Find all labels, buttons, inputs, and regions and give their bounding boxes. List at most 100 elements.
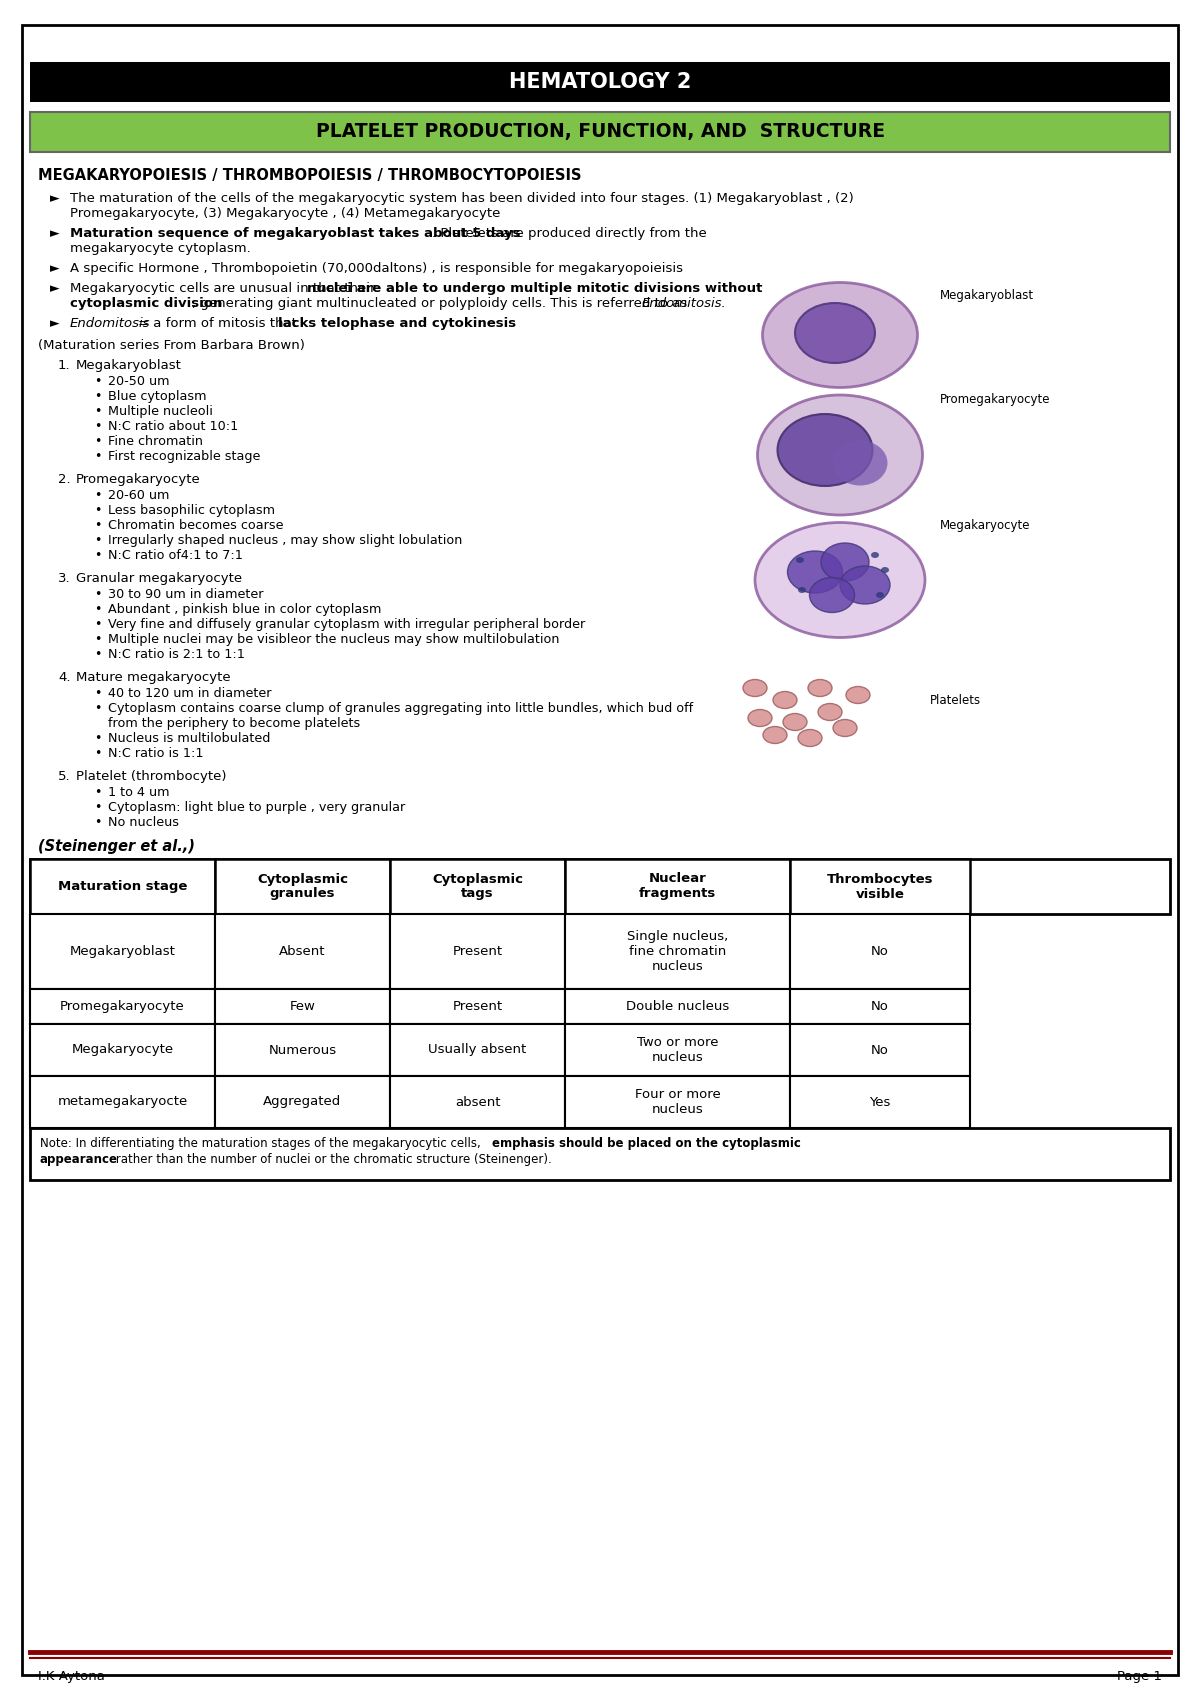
Text: N:C ratio is 1:1: N:C ratio is 1:1 [108,747,204,760]
Text: Single nucleus,
fine chromatin
nucleus: Single nucleus, fine chromatin nucleus [626,930,728,972]
Text: First recognizable stage: First recognizable stage [108,450,260,463]
Bar [30,859,1170,915]
Bar [390,1076,565,1129]
Text: Fine chromatin: Fine chromatin [108,434,203,448]
Bar [390,859,565,915]
Bar [215,915,390,989]
Text: Mature megakaryocyte: Mature megakaryocyte [76,670,230,684]
Text: Cytoplasmic
granules: Cytoplasmic granules [257,872,348,901]
Ellipse shape [743,679,767,696]
Text: •: • [94,786,101,799]
Text: •: • [94,602,101,616]
Text: lacks telophase and cytokinesis: lacks telophase and cytokinesis [278,317,516,329]
Ellipse shape [821,543,869,580]
Text: Irregularly shaped nucleus , may show slight lobulation: Irregularly shaped nucleus , may show sl… [108,535,462,546]
Bar [30,1023,215,1076]
Text: •: • [94,504,101,518]
Text: (Maturation series From Barbara Brown): (Maturation series From Barbara Brown) [38,339,305,351]
Text: N:C ratio of4:1 to 7:1: N:C ratio of4:1 to 7:1 [108,550,242,562]
Text: •: • [94,731,101,745]
Text: Platelet (thrombocyte): Platelet (thrombocyte) [76,770,227,782]
Text: Platelets: Platelets [930,694,982,706]
Bar [790,1023,970,1076]
Bar [30,915,215,989]
Text: rather than the number of nuclei or the chromatic structure (Steinenger).: rather than the number of nuclei or the … [112,1152,552,1166]
Text: . Platelets are produced directly from the: . Platelets are produced directly from t… [432,227,707,239]
Text: •: • [94,747,101,760]
Text: N:C ratio about 10:1: N:C ratio about 10:1 [108,419,239,433]
Text: Two or more
nucleus: Two or more nucleus [637,1035,719,1064]
Bar [790,915,970,989]
Ellipse shape [755,523,925,638]
Text: Few: Few [289,1000,316,1013]
Ellipse shape [762,282,918,387]
Text: Page 1: Page 1 [1117,1670,1162,1683]
Text: Yes: Yes [869,1096,890,1108]
Text: •: • [94,618,101,631]
Text: •: • [94,519,101,531]
Text: No nucleus: No nucleus [108,816,179,830]
Bar [790,1076,970,1129]
Ellipse shape [808,679,832,696]
Text: •: • [94,801,101,815]
Text: •: • [94,816,101,830]
Text: Promegakaryocyte, (3) Megakaryocyte , (4) Metamegakaryocyte: Promegakaryocyte, (3) Megakaryocyte , (4… [70,207,500,221]
Ellipse shape [796,304,875,363]
Ellipse shape [881,567,889,574]
Text: •: • [94,703,101,714]
Text: •: • [94,390,101,402]
Text: Maturation sequence of megakaryoblast takes about 5 days: Maturation sequence of megakaryoblast ta… [70,227,521,239]
Text: •: • [94,648,101,662]
Text: ►: ► [50,317,60,329]
Ellipse shape [798,587,806,592]
Text: Double nucleus: Double nucleus [626,1000,730,1013]
Text: Absent: Absent [280,945,325,959]
Text: ►: ► [50,261,60,275]
Text: •: • [94,375,101,389]
Text: •: • [94,406,101,417]
Text: Megakaryocyte: Megakaryocyte [940,519,1031,531]
Text: No: No [871,1000,889,1013]
Text: MEGAKARYOPOIESIS / THROMBOPOIESIS / THROMBOCYTOPOIESIS: MEGAKARYOPOIESIS / THROMBOPOIESIS / THRO… [38,168,582,183]
Text: Endomitosis: Endomitosis [70,317,150,329]
Text: megakaryocyte cytoplasm.: megakaryocyte cytoplasm. [70,243,251,255]
Text: 5.: 5. [58,770,71,782]
Text: I.K Aytona: I.K Aytona [38,1670,104,1683]
Text: •: • [94,633,101,647]
Bar [565,1023,790,1076]
Text: 4.: 4. [58,670,71,684]
Bar [30,859,215,915]
Text: 2.: 2. [58,473,71,485]
Text: •: • [94,535,101,546]
Text: Promegakaryocyte: Promegakaryocyte [940,394,1050,407]
Text: Megakaryoblast: Megakaryoblast [940,288,1034,302]
Text: •: • [94,450,101,463]
Text: A specific Hormone , Thrombopoietin (70,000daltons) , is responsible for megakar: A specific Hormone , Thrombopoietin (70,… [70,261,683,275]
Bar [215,1023,390,1076]
Ellipse shape [871,552,878,558]
Text: Granular megakaryocyte: Granular megakaryocyte [76,572,242,585]
Text: Megakaryoblast: Megakaryoblast [70,945,175,959]
Bar [390,915,565,989]
Ellipse shape [876,592,884,597]
Ellipse shape [773,691,797,709]
Text: •: • [94,587,101,601]
Bar [565,915,790,989]
Text: 30 to 90 um in diameter: 30 to 90 um in diameter [108,587,264,601]
Text: ►: ► [50,227,60,239]
Bar [30,989,215,1023]
Text: Less basophilic cytoplasm: Less basophilic cytoplasm [108,504,275,518]
Text: Nucleus is multilobulated: Nucleus is multilobulated [108,731,270,745]
Ellipse shape [748,709,772,726]
Ellipse shape [778,414,872,485]
Text: Note: In differentiating the maturation stages of the megakaryocytic cells,: Note: In differentiating the maturation … [40,1137,485,1151]
Text: 1.: 1. [58,360,71,372]
Ellipse shape [763,726,787,743]
Ellipse shape [840,567,890,604]
Text: •: • [94,687,101,699]
Text: ►: ► [50,192,60,205]
Text: •: • [94,419,101,433]
Ellipse shape [784,713,808,730]
Bar [790,859,970,915]
Text: Numerous: Numerous [269,1044,336,1057]
